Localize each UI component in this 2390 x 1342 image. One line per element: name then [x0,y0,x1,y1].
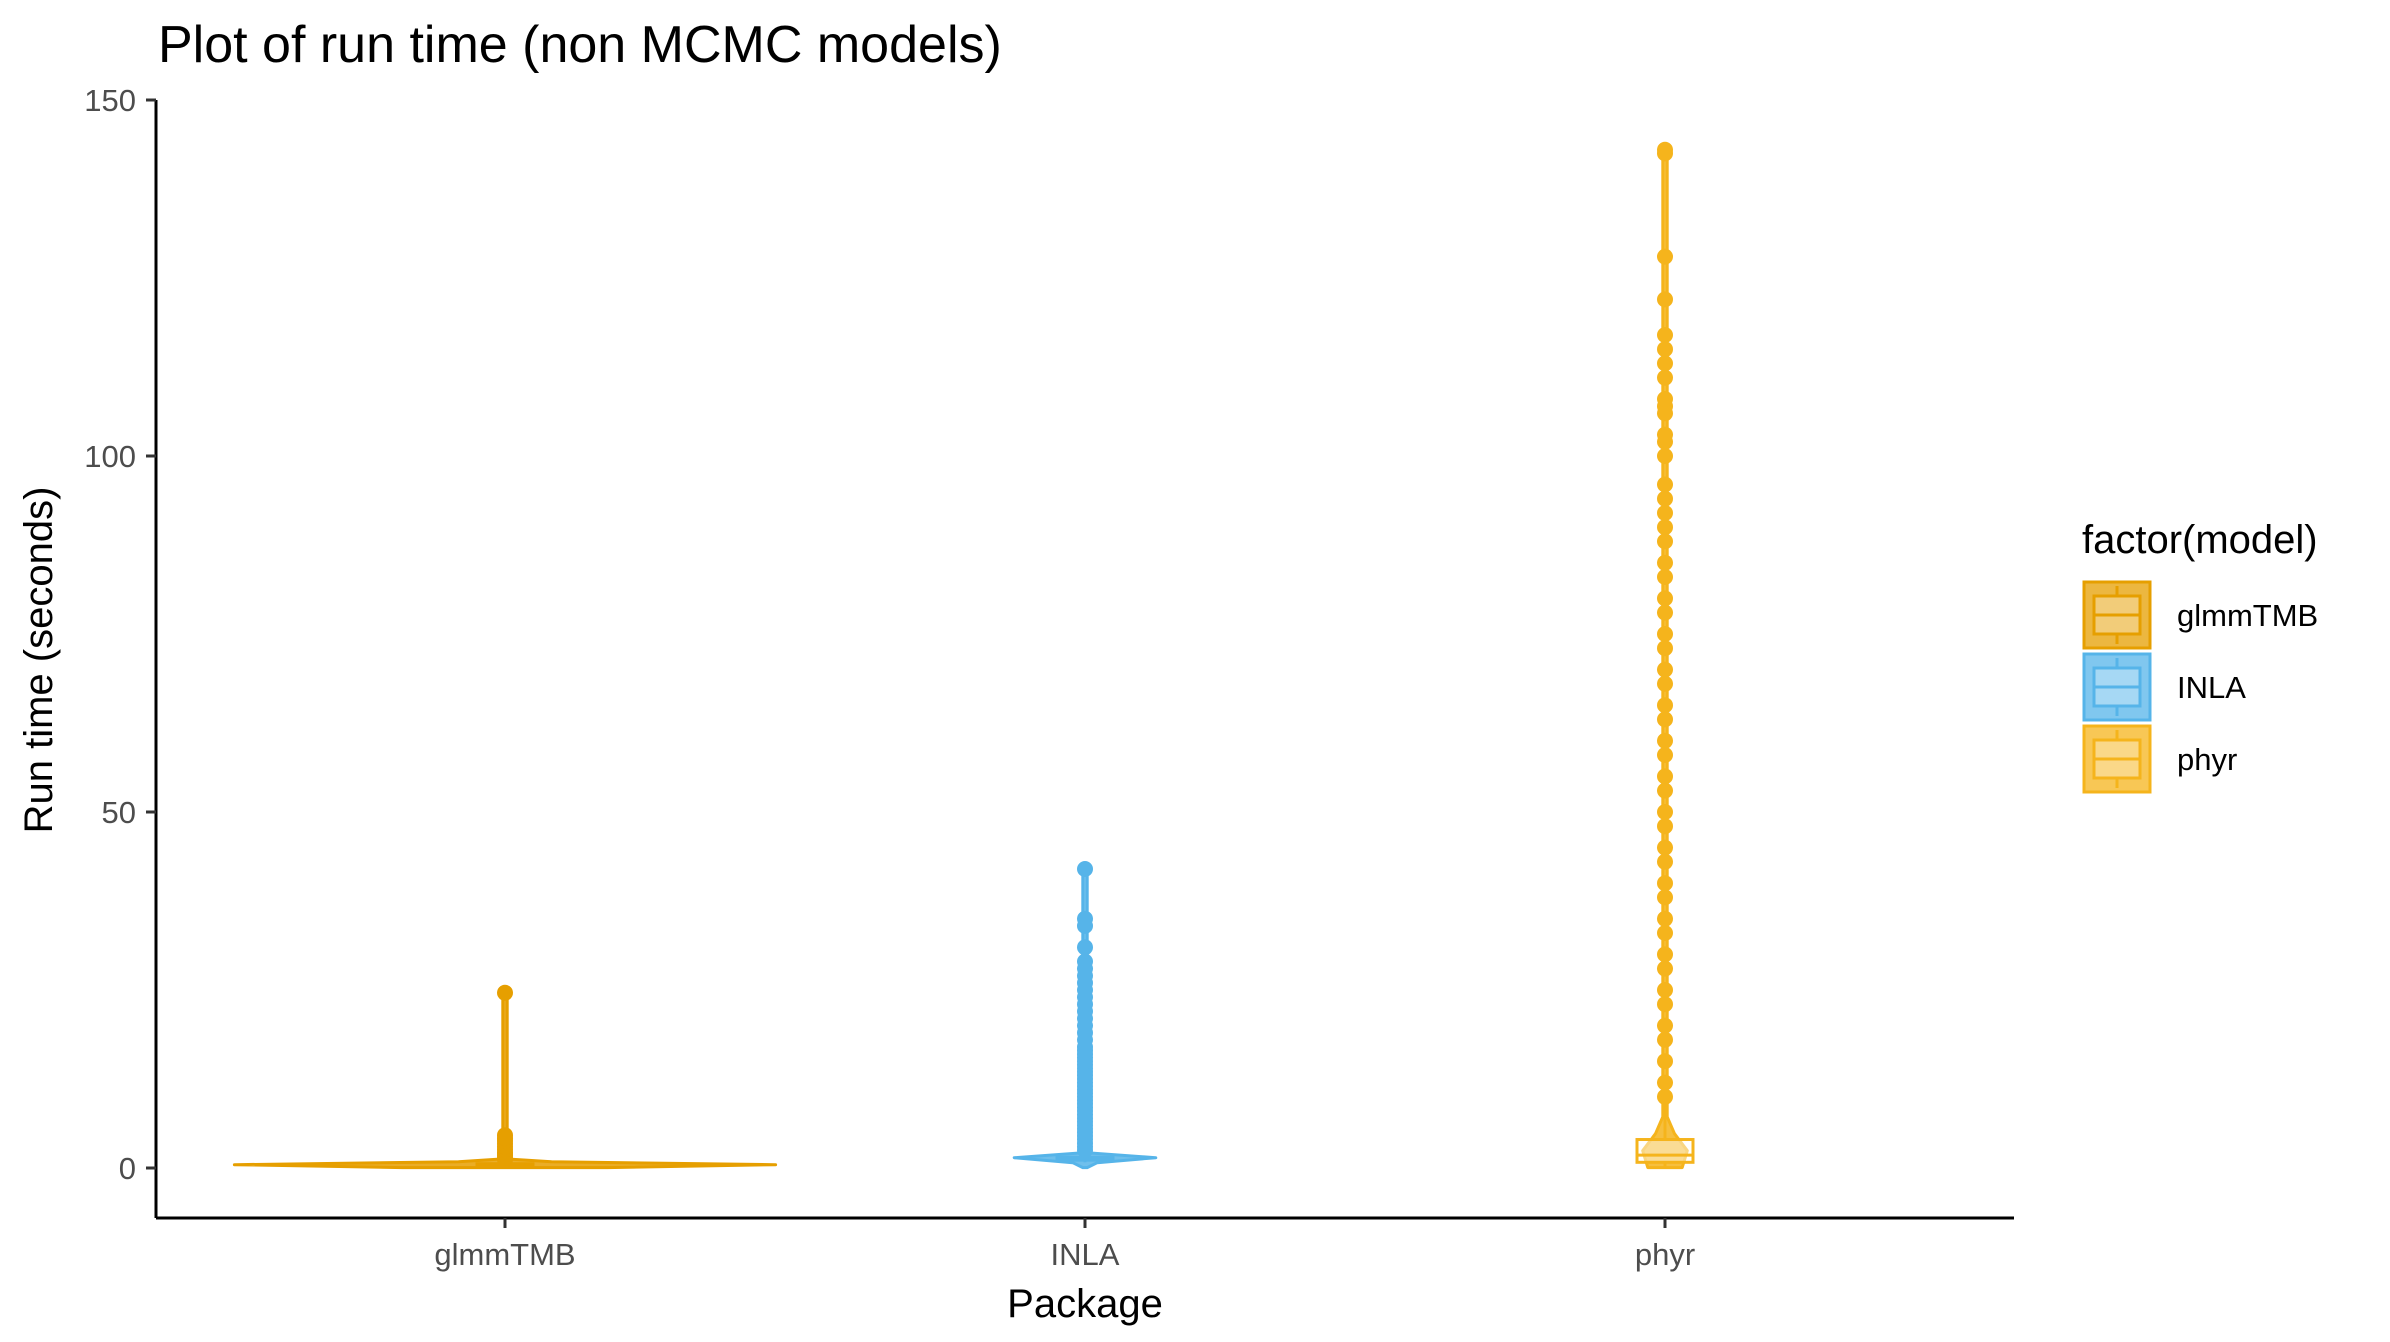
y-axis-ticks: 0 50 100 150 [84,83,156,1186]
outlier-point-phyr [1657,448,1673,464]
outlier-point-phyr [1657,1053,1673,1070]
series-phyr [1635,141,1695,1170]
outlier-point-phyr [1657,910,1673,927]
series-glmmTMB [232,984,778,1170]
outlier-point-phyr [1657,804,1673,820]
outlier-point-INLA [1077,953,1093,970]
outlier-point-phyr [1657,519,1673,536]
legend: factor(model) glmmTMB INLA phyr [2082,518,2318,794]
y-tick-label: 50 [102,795,136,830]
outlier-point-phyr [1657,853,1673,870]
outlier-point-phyr [1657,782,1673,799]
outlier-point-phyr [1657,1017,1673,1034]
outlier-point-phyr [1657,569,1673,585]
outlier-point-phyr [1657,747,1673,763]
outlier-point-phyr [1657,533,1673,550]
outlier-point-phyr [1657,1074,1673,1091]
outlier-point-glmmTMB [497,1127,513,1144]
outlier-point-phyr [1657,711,1673,728]
outlier-point-phyr [1657,476,1673,493]
outlier-point-phyr [1657,248,1673,265]
outlier-point-phyr [1657,875,1673,892]
box-phyr [1635,1138,1695,1164]
outlier-point-phyr [1657,768,1673,785]
outlier-point-INLA [1077,861,1093,877]
outlier-point-phyr [1657,839,1673,856]
outlier-point-phyr [1657,982,1673,998]
legend-label: glmmTMB [2177,598,2318,633]
outlier-point-phyr [1657,341,1673,358]
outlier-point-phyr [1657,355,1673,372]
y-tick-label: 0 [119,1151,136,1186]
outlier-point-phyr [1657,640,1673,657]
outlier-point-phyr [1657,818,1673,835]
legend-key-INLA: INLA [2082,652,2246,722]
outlier-point-phyr [1657,946,1673,963]
outlier-point-phyr [1657,327,1673,343]
outlier-point-phyr [1657,490,1673,507]
outlier-point-phyr [1657,675,1673,692]
outlier-point-phyr [1657,554,1673,571]
outlier-point-phyr [1657,960,1673,977]
x-tick-label: glmmTMB [434,1237,575,1272]
outlier-point-phyr [1657,141,1673,158]
legend-label: INLA [2177,670,2246,705]
outlier-point-phyr [1657,391,1673,407]
outlier-point-phyr [1657,604,1673,621]
outlier-point-phyr [1657,996,1673,1013]
plot-area [232,141,1695,1170]
outlier-point-phyr [1657,1088,1673,1105]
x-axis-ticks: glmmTMB INLA phyr [434,1218,1695,1272]
outlier-point-phyr [1657,505,1673,521]
legend-key-phyr: phyr [2082,724,2237,794]
outlier-point-glmmTMB [497,984,513,1001]
legend-title: factor(model) [2082,518,2318,562]
outlier-point-phyr [1657,426,1673,443]
outlier-point-phyr [1657,889,1673,906]
legend-key-glmmTMB: glmmTMB [2082,580,2318,650]
outlier-point-phyr [1657,697,1673,714]
x-tick-label: phyr [1635,1237,1695,1272]
chart-title: Plot of run time (non MCMC models) [158,16,1002,74]
outlier-point-phyr [1657,291,1673,308]
y-axis-title: Run time (seconds) [17,487,61,834]
outlier-point-INLA [1077,939,1093,956]
y-tick-label: 150 [84,83,136,118]
outlier-point-INLA [1077,910,1093,927]
outlier-point-phyr [1657,626,1673,642]
outlier-point-phyr [1657,590,1673,607]
outlier-point-phyr [1657,732,1673,749]
outlier-point-phyr [1657,661,1673,678]
series-INLA [1012,861,1158,1170]
legend-label: phyr [2177,742,2237,777]
outlier-point-phyr [1657,925,1673,941]
x-axis-title: Package [1007,1282,1163,1326]
outlier-point-phyr [1657,1031,1673,1048]
outlier-point-phyr [1657,369,1673,386]
y-tick-label: 100 [84,439,136,474]
x-tick-label: INLA [1051,1237,1120,1272]
